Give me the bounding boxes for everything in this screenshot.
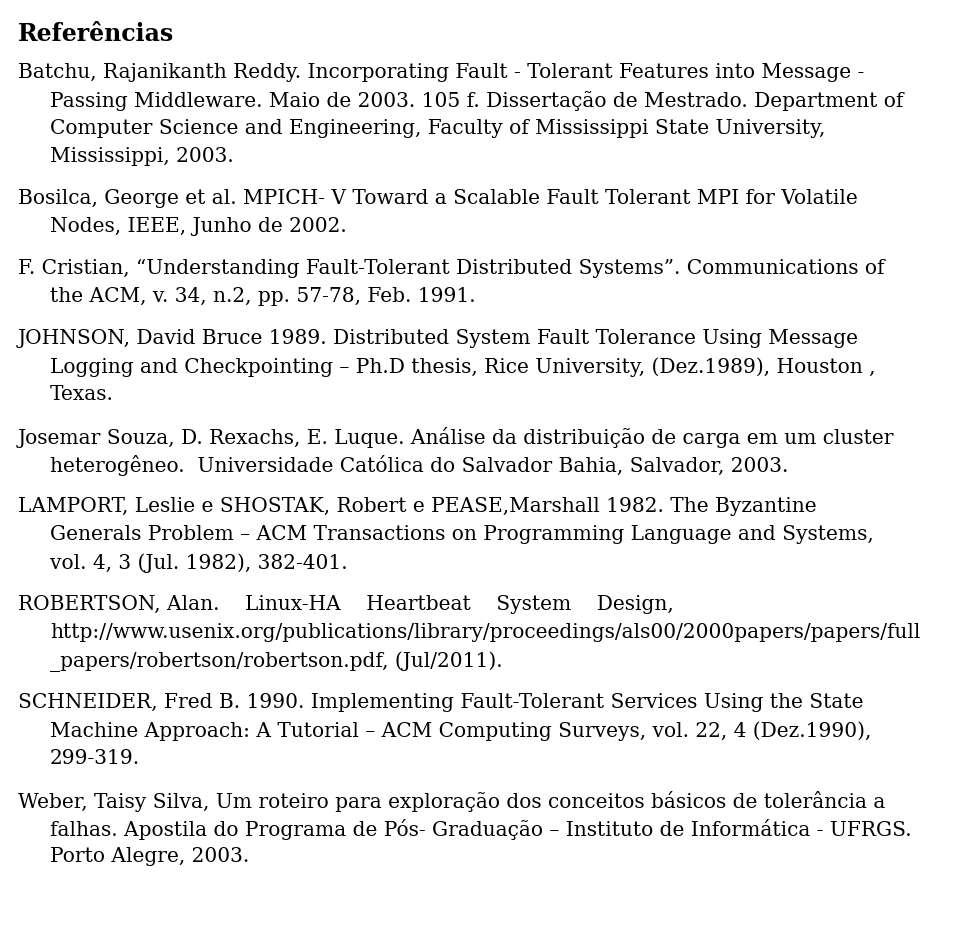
Text: vol. 4, 3 (Jul. 1982), 382-401.: vol. 4, 3 (Jul. 1982), 382-401. — [50, 553, 348, 573]
Text: Porto Alegre, 2003.: Porto Alegre, 2003. — [50, 847, 250, 866]
Text: http://www.usenix.org/publications/library/proceedings/als00/2000papers/papers/f: http://www.usenix.org/publications/libra… — [50, 623, 921, 643]
Text: 299-319.: 299-319. — [50, 749, 140, 768]
Text: heterogêneo.  Universidade Católica do Salvador Bahia, Salvador, 2003.: heterogêneo. Universidade Católica do Sa… — [50, 455, 788, 476]
Text: Texas.: Texas. — [50, 385, 114, 404]
Text: F. Cristian, “Understanding Fault-Tolerant Distributed Systems”. Communications : F. Cristian, “Understanding Fault-Tolera… — [18, 260, 884, 278]
Text: Batchu, Rajanikanth Reddy. Incorporating Fault - Tolerant Features into Message : Batchu, Rajanikanth Reddy. Incorporating… — [18, 64, 864, 82]
Text: the ACM, v. 34, n.2, pp. 57-78, Feb. 1991.: the ACM, v. 34, n.2, pp. 57-78, Feb. 199… — [50, 287, 475, 306]
Text: LAMPORT, Leslie e SHOSTAK, Robert e PEASE,Marshall 1982. The Byzantine: LAMPORT, Leslie e SHOSTAK, Robert e PEAS… — [18, 497, 817, 517]
Text: Logging and Checkpointing – Ph.D thesis, Rice University, (Dez.1989), Houston ,: Logging and Checkpointing – Ph.D thesis,… — [50, 357, 876, 376]
Text: Passing Middleware. Maio de 2003. 105 f. Dissertação de Mestrado. Department of: Passing Middleware. Maio de 2003. 105 f.… — [50, 92, 903, 111]
Text: Bosilca, George et al. MPICH- V Toward a Scalable Fault Tolerant MPI for Volatil: Bosilca, George et al. MPICH- V Toward a… — [18, 190, 857, 208]
Text: ROBERTSON, Alan.    Linux-HA    Heartbeat    System    Design,: ROBERTSON, Alan. Linux-HA Heartbeat Syst… — [18, 595, 674, 615]
Text: Computer Science and Engineering, Faculty of Mississippi State University,: Computer Science and Engineering, Facult… — [50, 120, 826, 138]
Text: falhas. Apostila do Programa de Pós- Graduação – Instituto de Informática - UFRG: falhas. Apostila do Programa de Pós- Gra… — [50, 819, 912, 841]
Text: SCHNEIDER, Fred B. 1990. Implementing Fault-Tolerant Services Using the State: SCHNEIDER, Fred B. 1990. Implementing Fa… — [18, 693, 863, 713]
Text: Weber, Taisy Silva, Um roteiro para exploração dos conceitos básicos de tolerânc: Weber, Taisy Silva, Um roteiro para expl… — [18, 791, 885, 813]
Text: Referências: Referências — [18, 22, 175, 46]
Text: Machine Approach: A Tutorial – ACM Computing Surveys, vol. 22, 4 (Dez.1990),: Machine Approach: A Tutorial – ACM Compu… — [50, 721, 872, 741]
Text: Josemar Souza, D. Rexachs, E. Luque. Análise da distribuição de carga em um clus: Josemar Souza, D. Rexachs, E. Luque. Aná… — [18, 427, 895, 448]
Text: Nodes, IEEE, Junho de 2002.: Nodes, IEEE, Junho de 2002. — [50, 218, 347, 236]
Text: JOHNSON, David Bruce 1989. Distributed System Fault Tolerance Using Message: JOHNSON, David Bruce 1989. Distributed S… — [18, 329, 859, 348]
Text: Mississippi, 2003.: Mississippi, 2003. — [50, 148, 233, 166]
Text: _papers/robertson/robertson.pdf, (Jul/2011).: _papers/robertson/robertson.pdf, (Jul/20… — [50, 651, 503, 672]
Text: Generals Problem – ACM Transactions on Programming Language and Systems,: Generals Problem – ACM Transactions on P… — [50, 525, 874, 545]
